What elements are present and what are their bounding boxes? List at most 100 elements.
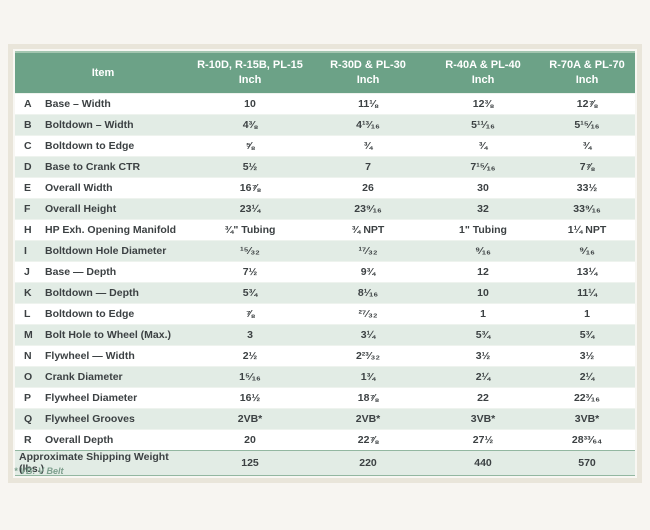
- spec-value: 10: [191, 93, 309, 115]
- spec-value: 1¼ NPT: [539, 219, 635, 241]
- spec-value: 22: [427, 387, 539, 409]
- spec-value: ¾" Tubing: [191, 219, 309, 241]
- spec-value: 5¾: [191, 282, 309, 304]
- spec-value: 22⅞: [309, 429, 427, 451]
- spec-value: 5½: [191, 156, 309, 178]
- row-item-label: HP Exh. Opening Manifold: [41, 219, 191, 241]
- spec-value: 5¾: [539, 324, 635, 346]
- spec-row: D Base to Crank CTR 5½ 7 7¹⁵⁄₁₆ 7⅞: [15, 156, 635, 178]
- spec-value: ¾ NPT: [309, 219, 427, 241]
- spec-value: ⁹⁄₁₆: [539, 240, 635, 262]
- row-letter: J: [15, 261, 41, 283]
- spec-value: 11⅛: [309, 93, 427, 115]
- spec-value: ¾: [427, 135, 539, 157]
- table-body: A Base – Width 10 11⅛ 12⅜ 12⅞ B Boltdown – Widt…: [15, 93, 635, 476]
- spec-value: 1¾: [309, 366, 427, 388]
- spec-value: 1: [427, 303, 539, 325]
- spec-value: 3½: [427, 345, 539, 367]
- row-letter: A: [15, 93, 41, 115]
- row-letter: Q: [15, 408, 41, 430]
- row-letter: E: [15, 177, 41, 199]
- row-item-label: Boltdown — Depth: [41, 282, 191, 304]
- row-item-label: Overall Height: [41, 198, 191, 220]
- footnote: * VB: V Belt: [14, 466, 64, 476]
- model-column-header: R-70A & PL-70 Inch: [539, 51, 635, 94]
- spec-value: 2²³⁄₃₂: [309, 345, 427, 367]
- spec-value: 9¾: [309, 261, 427, 283]
- spec-value: 2½: [191, 345, 309, 367]
- shipping-weight-value: 440: [427, 450, 539, 476]
- row-letter: N: [15, 345, 41, 367]
- header-row: Item R-10D, R-15B, PL-15 Inch R-30D & PL-3…: [15, 51, 635, 94]
- spec-value: 7½: [191, 261, 309, 283]
- row-item-label: Flywheel Diameter: [41, 387, 191, 409]
- spec-row: P Flywheel Diameter 16½ 18⅞ 22 22³⁄₁₆: [15, 387, 635, 409]
- row-letter: M: [15, 324, 41, 346]
- spec-row: L Boltdown to Edge ⅞ ²⁷⁄₃₂ 1 1: [15, 303, 635, 325]
- spec-value: 2¼: [539, 366, 635, 388]
- row-item-label: Boltdown to Edge: [41, 135, 191, 157]
- spec-value: 12: [427, 261, 539, 283]
- model-column-header: R-30D & PL-30 Inch: [309, 51, 427, 94]
- spec-row: N Flywheel — Width 2½ 2²³⁄₃₂ 3½ 3½: [15, 345, 635, 367]
- spec-value: 7⅞: [539, 156, 635, 178]
- spec-value: 11¼: [539, 282, 635, 304]
- row-item-label: Bolt Hole to Wheel (Max.): [41, 324, 191, 346]
- shipping-weight-row: Approximate Shipping Weight (lbs.) 125 220…: [15, 450, 635, 476]
- spec-row: F Overall Height 23¼ 23⁹⁄₁₆ 32 33⁹⁄₁₆: [15, 198, 635, 220]
- spec-value: 2VB*: [191, 408, 309, 430]
- spec-value: ¾: [309, 135, 427, 157]
- spec-table-card: Item R-10D, R-15B, PL-15 Inch R-30D & PL-3…: [13, 49, 637, 478]
- spec-value: 33½: [539, 177, 635, 199]
- spec-value: 1" Tubing: [427, 219, 539, 241]
- spec-row: C Boltdown to Edge ⅝ ¾ ¾ ¾: [15, 135, 635, 157]
- spec-value: 16½: [191, 387, 309, 409]
- spec-row: K Boltdown — Depth 5¾ 8¹⁄₁₆ 10 11¼: [15, 282, 635, 304]
- spec-table-frame: Item R-10D, R-15B, PL-15 Inch R-30D & PL-3…: [8, 44, 642, 483]
- spec-value: 12⅜: [427, 93, 539, 115]
- spec-row: E Overall Width 16⅞ 26 30 33½: [15, 177, 635, 199]
- spec-value: 16⅞: [191, 177, 309, 199]
- model-column-header: R-10D, R-15B, PL-15 Inch: [191, 51, 309, 94]
- row-letter: L: [15, 303, 41, 325]
- model-names: R-40A & PL-40: [445, 59, 521, 71]
- spec-row: J Base — Depth 7½ 9¾ 12 13¼: [15, 261, 635, 283]
- spec-row: R Overall Depth 20 22⅞ 27½ 28³³⁄₆₄: [15, 429, 635, 451]
- spec-value: 12⅞: [539, 93, 635, 115]
- model-names: R-70A & PL-70: [549, 59, 625, 71]
- row-letter: B: [15, 114, 41, 136]
- model-names: R-30D & PL-30: [330, 59, 406, 71]
- spec-value: ⅞: [191, 303, 309, 325]
- spec-row: B Boltdown – Width 4⅜ 4¹³⁄₁₆ 5¹¹⁄₁₆ 5¹⁵⁄₁₆: [15, 114, 635, 136]
- shipping-weight-value: 125: [191, 450, 309, 476]
- spec-value: ²⁷⁄₃₂: [309, 303, 427, 325]
- spec-value: 3VB*: [539, 408, 635, 430]
- spec-value: 1: [539, 303, 635, 325]
- unit-label: Inch: [356, 74, 380, 86]
- spec-value: 3½: [539, 345, 635, 367]
- shipping-weight-value: 220: [309, 450, 427, 476]
- spec-value: ⅝: [191, 135, 309, 157]
- spec-value: 28³³⁄₆₄: [539, 429, 635, 451]
- item-column-header: Item: [15, 51, 191, 94]
- row-letter: H: [15, 219, 41, 241]
- spec-value: 27½: [427, 429, 539, 451]
- spec-value: 10: [427, 282, 539, 304]
- row-letter: R: [15, 429, 41, 451]
- spec-value: 2VB*: [309, 408, 427, 430]
- spec-value: 4⅜: [191, 114, 309, 136]
- row-letter: C: [15, 135, 41, 157]
- row-item-label: Overall Depth: [41, 429, 191, 451]
- spec-value: 5¹⁵⁄₁₆: [539, 114, 635, 136]
- row-item-label: Boltdown to Edge: [41, 303, 191, 325]
- spec-value: 7: [309, 156, 427, 178]
- shipping-weight-value: 570: [539, 450, 635, 476]
- spec-row: A Base – Width 10 11⅛ 12⅜ 12⅞: [15, 93, 635, 115]
- spec-row: H HP Exh. Opening Manifold ¾" Tubing ¾ NPT 1…: [15, 219, 635, 241]
- spec-value: ⁹⁄₁₆: [427, 240, 539, 262]
- spec-row: O Crank Diameter 1⁵⁄₁₆ 1¾ 2¼ 2¼: [15, 366, 635, 388]
- spec-value: 2¼: [427, 366, 539, 388]
- row-letter: D: [15, 156, 41, 178]
- row-item-label: Base — Depth: [41, 261, 191, 283]
